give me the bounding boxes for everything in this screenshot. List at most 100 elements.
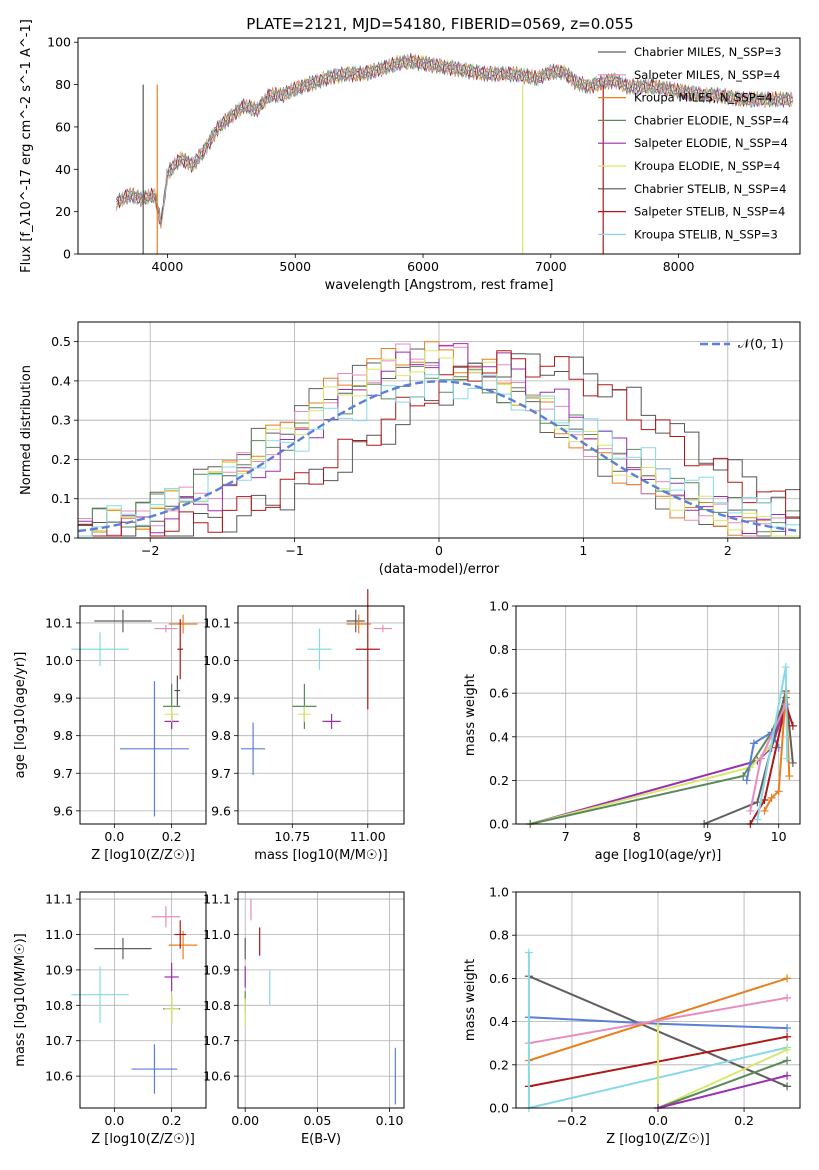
series-marker [524,948,533,957]
series-marker [783,1032,792,1041]
axes-frame [79,605,207,825]
x-tick-label: 0.2 [162,829,182,844]
legend-label: Salpeter MILES, N_SSP=4 [634,68,780,82]
series-marker [767,793,776,802]
legend-label: Kroupa MILES, N_SSP=4 [634,91,773,105]
y-tick-label: 0.5 [51,334,71,349]
axes-frame [237,605,405,825]
chart-panel-6: 0.0 0.2 10.6 10.7 10.8 10.9 11.0 11.1 Z [log10(Z… [13,891,207,1147]
histogram-step [78,348,800,537]
series-marker [781,663,790,672]
series-line [529,692,787,825]
x-axis-label: mass [log10(M/M☉)] [254,848,387,863]
x-tick-label: 0.05 [303,1113,331,1128]
y-tick-label: 11.1 [203,892,231,907]
y-tick-label: 0.3 [51,413,71,428]
x-tick-label: 4000 [152,259,184,274]
y-tick-label: 0.0 [489,1101,509,1116]
x-tick-label: 8000 [663,259,695,274]
y-tick-label: 10.7 [45,1033,73,1048]
x-tick-label: 7 [562,829,570,844]
legend-label: Chabrier ELODIE, N_SSP=4 [634,113,789,127]
series-line [529,703,787,825]
y-tick-label: 10.1 [203,615,231,630]
y-axis-label: mass weight [463,674,478,756]
normal-curve [77,380,801,533]
y-tick-label: 1.0 [489,599,509,614]
legend-label: Kroupa ELODIE, N_SSP=4 [634,159,780,173]
legend-label: Salpeter ELODIE, N_SSP=4 [634,136,788,150]
x-axis-label: Z [log10(Z/Z☉)] [91,1132,195,1147]
y-tick-label: 9.8 [211,728,231,743]
chart-panel-7: 0.00 0.05 0.10 10.6 10.7 10.8 10.9 11.0 11.1 E(B-… [203,891,405,1147]
series-marker [783,1082,792,1091]
x-tick-label: 0.0 [104,829,124,844]
series-line [657,1059,788,1109]
axes-frame [77,37,801,255]
y-axis-label: Flux [f_λ10^-17 erg cm^-2 s^-1 A^-1] [19,19,34,273]
series-marker [783,1024,792,1033]
y-tick-label: 11.0 [45,927,73,942]
y-tick-label: 0.4 [51,373,71,388]
axes-frame [515,891,801,1109]
x-tick-label: 0.00 [231,1113,259,1128]
y-tick-label: 9.7 [53,766,73,781]
y-tick-label: 0.4 [489,1014,509,1029]
y-tick-label: 0.8 [489,928,509,943]
series-marker [739,772,748,781]
axes-frame [237,891,405,1109]
series-marker [746,806,755,815]
y-tick-label: 0.2 [489,1057,509,1072]
series-marker [785,772,794,781]
series-marker [753,815,762,824]
series-marker [654,1021,662,1030]
y-axis-label: age [log10(age/yr)] [13,652,28,779]
y-tick-label: 0.4 [489,729,509,744]
y-tick-label: 10.7 [203,1033,231,1048]
x-tick-label: 0.2 [162,1113,182,1128]
y-tick-label: 9.7 [211,766,231,781]
series-marker [774,787,783,796]
x-tick-label: 9 [704,829,712,844]
y-tick-label: 0.6 [489,971,509,986]
series-marker [756,754,765,763]
spectrum-line [116,54,793,221]
y-tick-label: 0 [63,247,71,262]
histogram-step [78,343,800,537]
y-axis-label: Normed distribution [19,365,34,495]
x-axis-label: E(B-V) [301,1132,341,1147]
y-tick-label: 0.2 [489,773,509,788]
x-tick-label: 8 [633,829,641,844]
y-axis-label: mass [log10(M/M☉)] [13,933,28,1066]
legend-label: 𝒩(0, 1) [738,336,784,351]
series-line [745,730,780,781]
axes-frame [515,605,801,825]
chart-panel-8: −0.2 0.0 0.2 0.0 0.2 0.4 0.6 0.8 1.0 Z [log10(Z/Z… [463,885,801,1147]
x-tick-label: −1 [285,543,303,558]
histogram-step [78,350,800,537]
y-tick-label: 0.8 [489,642,509,657]
x-tick-label: −0.2 [557,1113,587,1128]
series-marker [783,974,792,983]
series-marker [783,993,792,1002]
series-marker [788,758,797,767]
series-line [528,977,788,1062]
chart-panel-5: 7 8 9 10 0.0 0.2 0.4 0.6 0.8 1.0 age [log10(age/yr… [463,599,801,863]
axes-frame [77,321,801,539]
x-axis-label: Z [log10(Z/Z☉)] [606,1132,710,1147]
x-axis-label: (data-model)/error [379,562,500,577]
legend-label: Salpeter STELIB, N_SSP=4 [634,205,785,219]
y-tick-label: 60 [55,119,71,134]
series-marker [749,739,758,748]
x-tick-label: 0.0 [648,1113,668,1128]
y-tick-label: 9.6 [211,803,231,818]
chart-panel-2: −2 −1 0 1 2 0.0 0.1 0.2 0.3 0.4 0.5 (data-model)/er… [19,321,801,577]
series-marker [783,1056,792,1065]
series-marker [760,806,769,815]
x-axis-label: Z [log10(Z/Z☉)] [91,848,195,863]
histogram-step [78,374,800,537]
series-marker [742,776,751,785]
y-tick-label: 0.0 [489,817,509,832]
axes-frame [79,891,207,1109]
